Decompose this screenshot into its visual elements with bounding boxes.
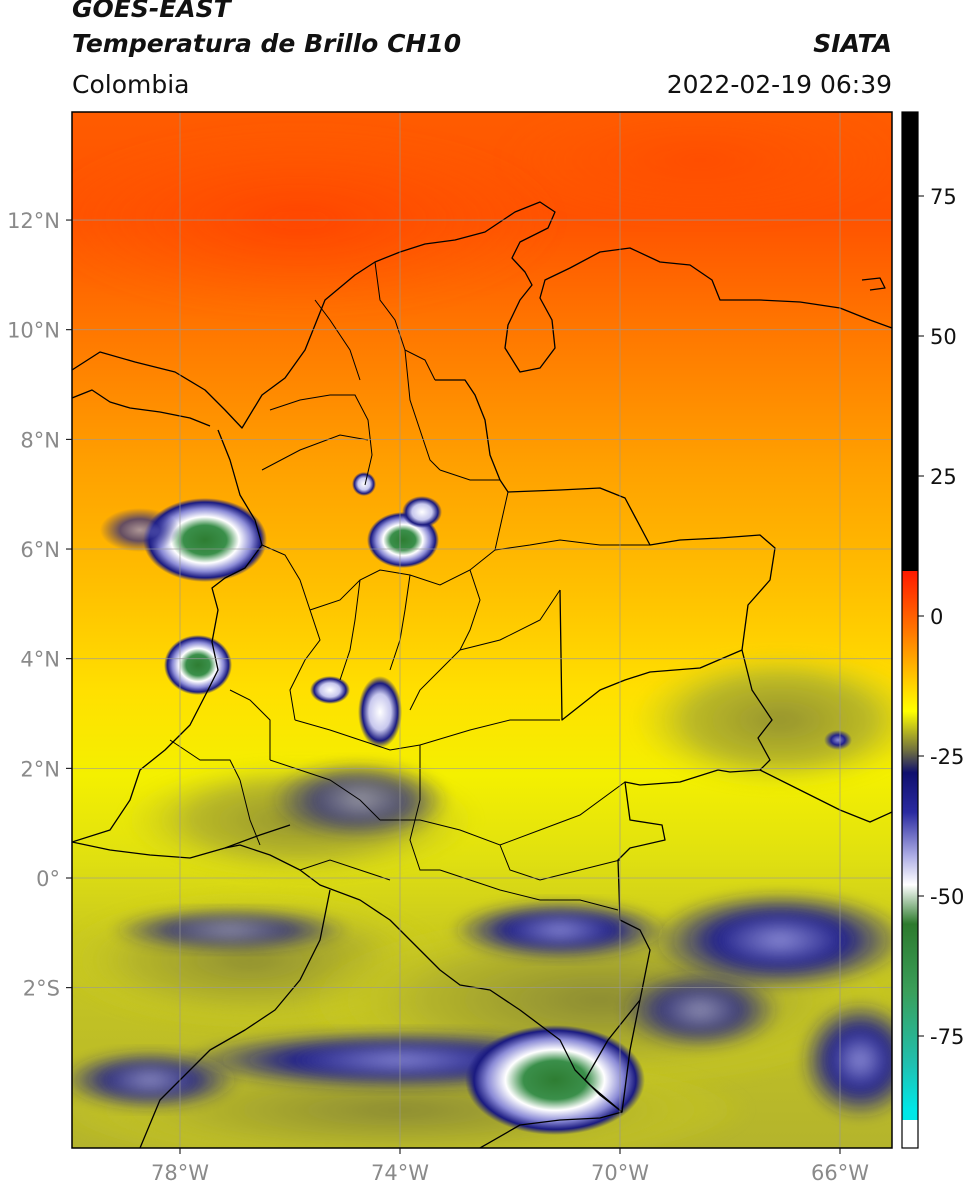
colombia-brazil-vaupes (559, 589, 743, 721)
colorbar-ticks: 75 50 25 0 -25 -50 -75 (918, 185, 964, 1049)
coastlines-borders (72, 201, 892, 1148)
colorbar-tick-label: 0 (930, 605, 943, 629)
lon-tick-label: 78°W (151, 1161, 209, 1185)
border-ecuador-peru (139, 889, 331, 1148)
satellite-imagery (72, 112, 892, 1148)
colorbar-tick-label: 75 (930, 185, 957, 209)
lat-tick-label: 8°N (20, 428, 60, 452)
lat-tick-label: 2°S (23, 977, 60, 1001)
gridlines (72, 112, 892, 1148)
datetime-label: 2022-02-19 06:39 (666, 70, 892, 99)
organization-label: SIATA (813, 29, 892, 58)
lat-tick-label: 4°N (20, 648, 60, 672)
peru-brazil-border (479, 999, 641, 1148)
pacific-coastline (72, 429, 263, 843)
colorbar-tick-label: -50 (930, 885, 964, 909)
lat-tick-label: 10°N (7, 319, 60, 343)
colorbar-gradient (902, 112, 918, 1148)
border-colombia-venezuela (435, 379, 776, 773)
latitude-ticks: 12°N 10°N 8°N 6°N 4°N 2°N 0° 2°S (7, 209, 72, 1001)
colorbar-tick-label: -25 (930, 745, 964, 769)
product-title: Temperatura de Brillo CH10 (72, 29, 462, 58)
border-colombia-peru (224, 844, 623, 1113)
lon-tick-label: 66°W (811, 1161, 869, 1185)
border-colombia-ecuador (72, 824, 291, 859)
colorbar-frame (901, 111, 919, 1149)
map-frame (71, 111, 893, 1149)
longitude-ticks: 78°W 74°W 70°W 66°W (151, 1148, 869, 1185)
border-colombia-brazil (617, 769, 719, 1113)
venezuela-coast-segment (861, 277, 886, 291)
lon-tick-label: 74°W (371, 1161, 429, 1185)
lat-tick-label: 2°N (20, 757, 60, 781)
caribbean-coastline (72, 201, 892, 429)
region-label: Colombia (72, 70, 190, 99)
lat-tick-label: 0° (36, 867, 60, 891)
colorbar-tick-label: 50 (930, 325, 957, 349)
colorbar (902, 112, 918, 1148)
colorbar-tick-label: -75 (930, 1025, 964, 1049)
lon-tick-label: 70°W (591, 1161, 649, 1185)
lat-tick-label: 6°N (20, 538, 60, 562)
satellite-title: GOES-EAST (72, 0, 231, 23)
lat-tick-label: 12°N (7, 209, 60, 233)
colorbar-tick-label: 25 (930, 465, 957, 489)
panama-coast (72, 389, 211, 427)
